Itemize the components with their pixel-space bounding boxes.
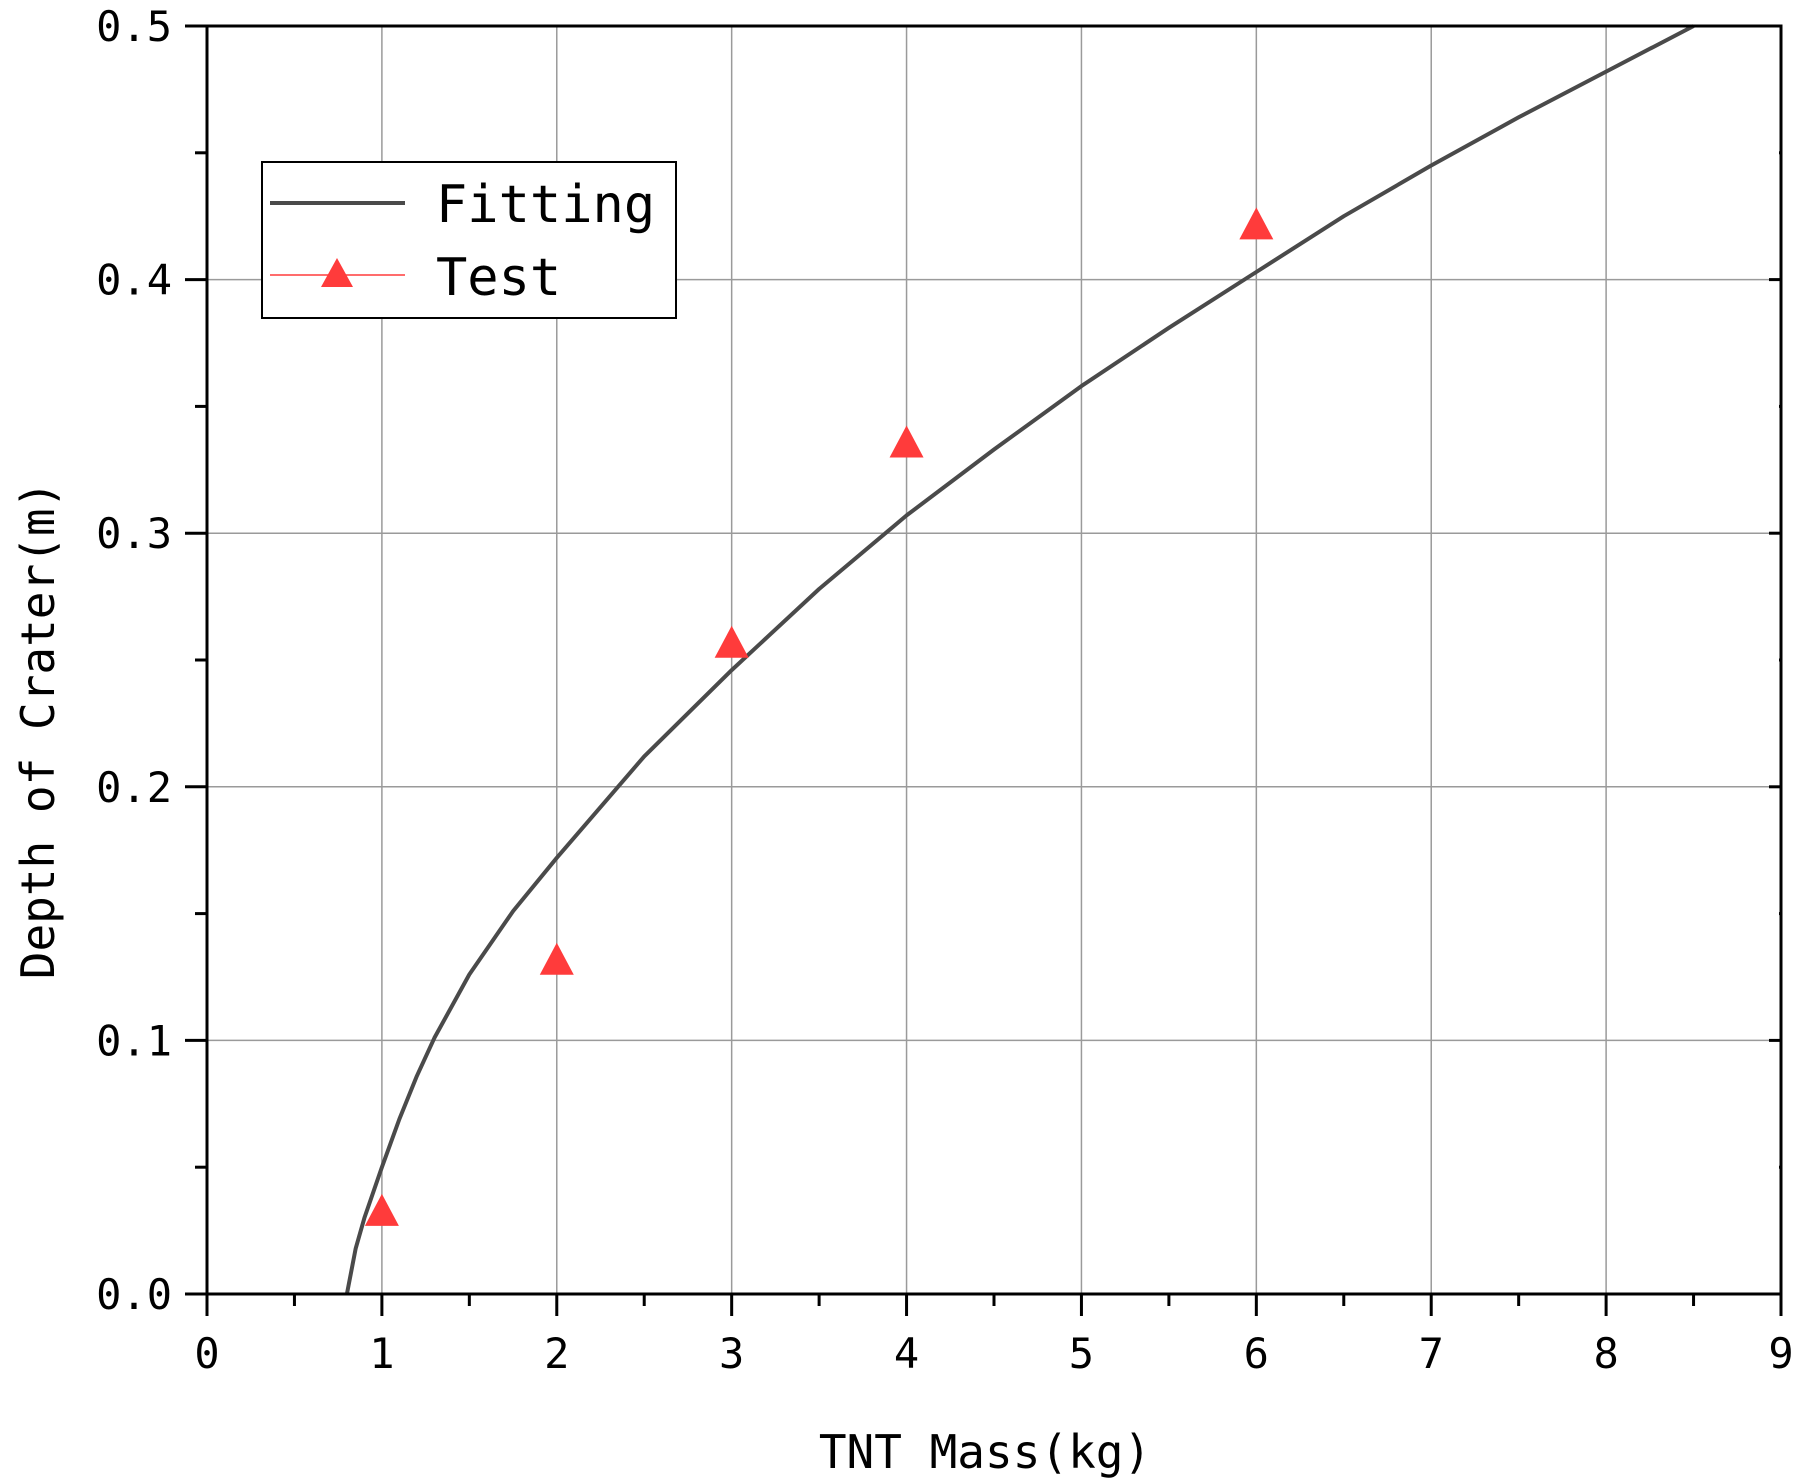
y-tick-label: 0.5: [96, 2, 172, 51]
x-tick-label: 9: [1768, 1329, 1793, 1378]
y-axis-title: Depth of Crater(m): [11, 481, 65, 980]
x-tick-label: 2: [544, 1329, 569, 1378]
x-tick-label: 0: [194, 1329, 219, 1378]
y-tick-label: 0.0: [96, 1270, 172, 1319]
y-tick-label: 0.1: [96, 1016, 172, 1065]
legend-fitting-label: Fitting: [436, 175, 655, 235]
legend-box: [261, 161, 677, 319]
legend-test-label: Test: [436, 248, 561, 308]
test-point: [539, 942, 574, 975]
x-tick-label: 7: [1419, 1329, 1444, 1378]
x-tick-label: 3: [719, 1329, 744, 1378]
x-tick-label: 1: [369, 1329, 394, 1378]
x-tick-label: 4: [894, 1329, 919, 1378]
legend-test-marker: [321, 258, 353, 287]
fitting-curve: [344, 24, 1695, 1295]
axes: [185, 24, 1783, 1316]
test-point: [714, 625, 749, 658]
y-tick-label: 0.4: [96, 256, 172, 305]
legend: Fitting Test: [261, 161, 677, 319]
x-tick-label: 8: [1593, 1329, 1618, 1378]
x-tick-label: 6: [1244, 1329, 1269, 1378]
test-point: [889, 425, 924, 458]
y-tick-label: 0.3: [96, 509, 172, 558]
test-points-layer: [364, 207, 1274, 1226]
test-point: [364, 1193, 399, 1226]
x-tick-label: 5: [1069, 1329, 1094, 1378]
y-tick-label: 0.2: [96, 763, 172, 812]
x-axis-title: TNT Mass(kg): [819, 1425, 1151, 1479]
tick-labels: 0 1 2 3 4 5 6 7 8 9 0.0 0.1 0.2 0.3 0.4 0.5: [96, 2, 1794, 1378]
test-point: [1239, 207, 1274, 240]
fitting-layer: [344, 24, 1695, 1295]
